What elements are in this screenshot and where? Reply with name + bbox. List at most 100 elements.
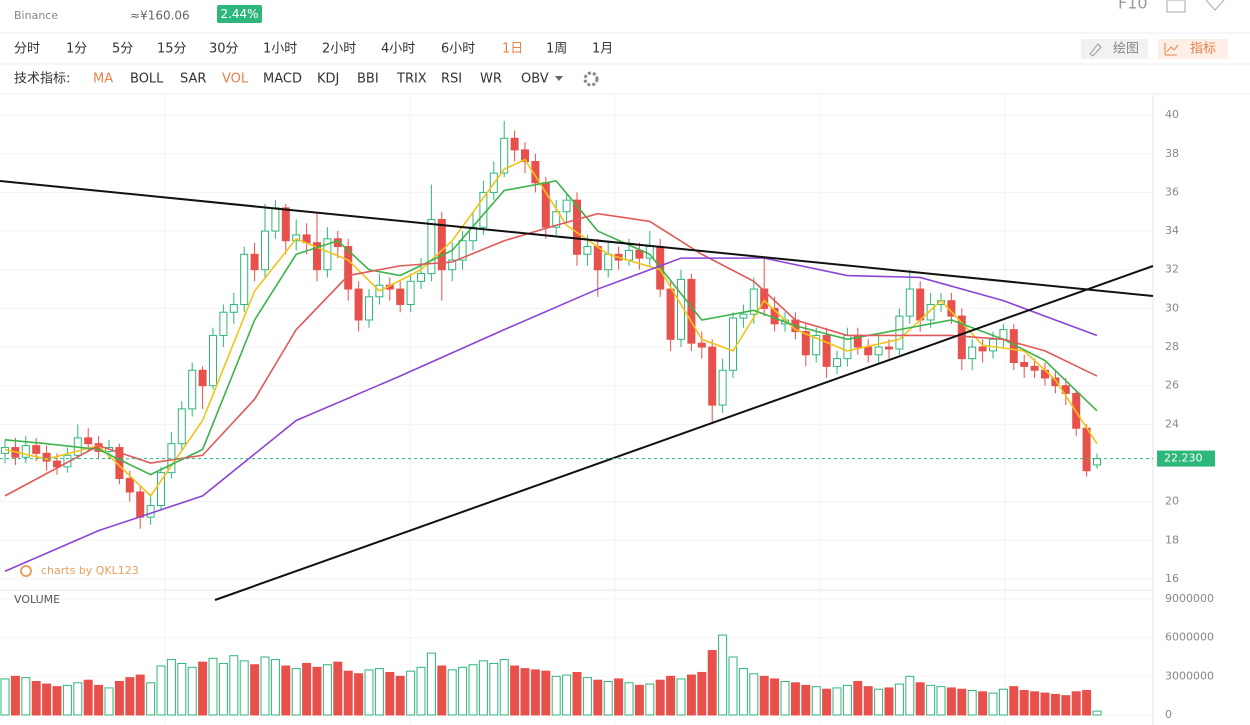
- candle-body: [573, 199, 581, 255]
- volume-bar: [582, 677, 592, 716]
- interval-tab[interactable]: 6小时: [441, 42, 475, 57]
- volume-bar: [125, 677, 135, 716]
- exchange: Binance: [14, 9, 58, 22]
- candle-body: [1020, 362, 1029, 367]
- interval-tab[interactable]: 4小时: [381, 42, 415, 57]
- interval-tab[interactable]: 1小时: [263, 42, 297, 57]
- indicator-tab[interactable]: KDJ: [317, 72, 339, 87]
- indicator-tab[interactable]: MACD: [263, 72, 302, 87]
- volume-bar: [291, 668, 301, 716]
- candle-body: [458, 240, 467, 261]
- indicator-tab[interactable]: MA: [93, 72, 113, 87]
- interval-tab[interactable]: 1分: [66, 42, 87, 57]
- volume-bar: [697, 671, 707, 716]
- indicator-tab[interactable]: RSI: [441, 72, 462, 87]
- moving-average: [4, 179, 1098, 476]
- volume-bar: [31, 680, 41, 716]
- settings-icon[interactable]: [583, 71, 599, 87]
- y-tick-label: 20: [1165, 495, 1179, 508]
- interval-tab[interactable]: 15分: [157, 42, 187, 57]
- volume-bar: [801, 684, 811, 716]
- candle-body: [396, 288, 405, 306]
- candle-body: [417, 273, 425, 282]
- volume-bar: [967, 690, 977, 716]
- volume-bar: [437, 665, 447, 716]
- volume-bar: [73, 682, 83, 716]
- candle-body: [989, 338, 997, 352]
- y-tick-label: 26: [1165, 379, 1179, 392]
- candle-body: [219, 311, 228, 336]
- indicator-tab[interactable]: TRIX: [396, 72, 427, 87]
- volume-bar: [218, 662, 228, 716]
- volume-bar: [676, 678, 686, 716]
- candle-body: [885, 346, 893, 350]
- indicator-label[interactable]: 指标: [1190, 42, 1216, 57]
- volume-bar: [853, 680, 863, 716]
- candle-body: [84, 437, 93, 445]
- change-badge: [217, 5, 262, 23]
- volume-bar: [312, 666, 322, 716]
- volume-bar: [749, 673, 759, 716]
- interval-tab[interactable]: 1日: [502, 42, 523, 57]
- volume-bar: [177, 662, 187, 716]
- volume-bar: [156, 665, 166, 716]
- pen-icon: [1089, 43, 1102, 57]
- interval-tab[interactable]: 2小时: [322, 42, 356, 57]
- volume-bar: [146, 682, 156, 716]
- interval-tab[interactable]: 1月: [592, 42, 613, 57]
- volume-bar: [593, 679, 603, 716]
- volume-bar: [842, 684, 852, 716]
- draw-label[interactable]: 绘图: [1113, 42, 1139, 57]
- interval-tab[interactable]: 分时: [14, 42, 40, 57]
- candle-body: [209, 334, 217, 387]
- interval-tab[interactable]: 1周: [546, 42, 567, 57]
- f10[interactable]: F10: [1118, 0, 1148, 13]
- candle-body: [365, 296, 373, 321]
- indicator-tab[interactable]: BOLL: [130, 72, 164, 87]
- indicator-button[interactable]: [1158, 39, 1228, 59]
- candle-body: [957, 315, 966, 360]
- volume-bar: [426, 652, 436, 716]
- candle-body: [427, 218, 436, 275]
- indicator-tab[interactable]: SAR: [180, 72, 206, 87]
- caret[interactable]: [555, 76, 563, 81]
- candle-body: [978, 346, 987, 352]
- volume-bar: [302, 662, 312, 716]
- volume-bar: [1050, 693, 1060, 716]
- moving-average: [4, 212, 1098, 497]
- volume-tick-label: 6000000: [1165, 631, 1214, 644]
- volume-bar: [83, 679, 93, 716]
- volume-tick-label: 3000000: [1165, 669, 1214, 682]
- fullscreen-icon[interactable]: [1166, 0, 1186, 13]
- volume-bar: [385, 671, 395, 716]
- candle-body: [1030, 365, 1039, 371]
- candle-body: [708, 346, 717, 406]
- indicator-tab[interactable]: OBV: [521, 72, 549, 87]
- volume-bar: [728, 656, 738, 716]
- candle-body: [562, 199, 571, 213]
- candle-body: [604, 253, 613, 271]
- cny-price: ≈¥160.06: [130, 9, 190, 23]
- candle-body: [188, 369, 197, 410]
- volume-bar: [395, 675, 405, 716]
- candle-body: [1093, 458, 1101, 466]
- candle-body: [1082, 427, 1091, 472]
- candle-body: [968, 346, 977, 360]
- star-icon[interactable]: [1205, 0, 1225, 11]
- interval-tab[interactable]: 30分: [209, 42, 239, 57]
- volume-bar: [562, 674, 572, 716]
- moving-average: [4, 257, 1098, 572]
- y-tick-label: 18: [1165, 533, 1179, 546]
- volume-bar: [634, 684, 644, 716]
- volume-bar: [229, 655, 239, 716]
- volume-bar: [759, 675, 769, 716]
- interval-tab[interactable]: 5分: [112, 42, 133, 57]
- indicator-tab[interactable]: WR: [480, 72, 502, 87]
- volume-bar: [998, 688, 1008, 716]
- indicator-tab[interactable]: VOL: [222, 72, 249, 87]
- candle-body: [521, 149, 529, 162]
- indicator-tab[interactable]: BBI: [357, 72, 379, 87]
- y-tick-label: 16: [1165, 572, 1179, 585]
- candle-body: [354, 288, 363, 321]
